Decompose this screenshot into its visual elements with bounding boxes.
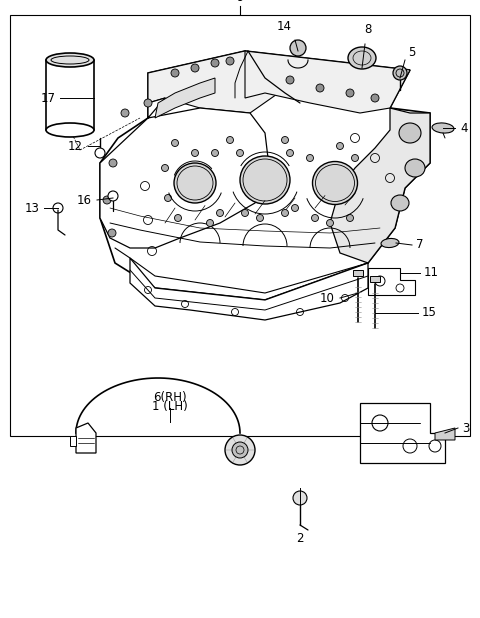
Ellipse shape	[391, 195, 409, 211]
Ellipse shape	[399, 123, 421, 143]
Ellipse shape	[174, 163, 216, 203]
Polygon shape	[100, 98, 268, 248]
Ellipse shape	[46, 123, 94, 137]
Polygon shape	[100, 51, 430, 300]
Polygon shape	[245, 51, 410, 113]
Circle shape	[226, 57, 234, 65]
Circle shape	[171, 140, 179, 146]
Circle shape	[161, 164, 168, 172]
Polygon shape	[435, 428, 455, 440]
Text: 12: 12	[68, 140, 83, 153]
Circle shape	[307, 154, 313, 161]
Text: 13: 13	[25, 201, 40, 214]
Ellipse shape	[46, 53, 94, 67]
Bar	[10, 15, 470, 436]
Polygon shape	[70, 436, 76, 446]
Circle shape	[347, 214, 353, 221]
Circle shape	[227, 137, 233, 143]
Text: 16: 16	[77, 193, 92, 206]
Text: 2: 2	[296, 531, 304, 544]
Circle shape	[108, 191, 118, 201]
Circle shape	[175, 214, 181, 221]
Circle shape	[256, 214, 264, 221]
Circle shape	[287, 150, 293, 156]
Circle shape	[312, 214, 319, 221]
Polygon shape	[155, 78, 215, 118]
Polygon shape	[370, 276, 380, 282]
Circle shape	[232, 442, 248, 458]
Text: 17: 17	[41, 91, 56, 104]
Circle shape	[103, 196, 111, 204]
Text: 8: 8	[364, 23, 372, 36]
Circle shape	[206, 219, 214, 227]
Circle shape	[108, 229, 116, 237]
Text: 1 (LH): 1 (LH)	[152, 400, 188, 413]
Circle shape	[171, 69, 179, 77]
Circle shape	[281, 137, 288, 143]
Circle shape	[326, 219, 334, 227]
Ellipse shape	[348, 47, 376, 69]
Circle shape	[237, 150, 243, 156]
Ellipse shape	[405, 159, 425, 177]
Polygon shape	[353, 270, 363, 276]
Text: 6(RH): 6(RH)	[153, 391, 187, 404]
Circle shape	[351, 154, 359, 161]
Circle shape	[316, 84, 324, 92]
Circle shape	[293, 491, 307, 505]
Text: 14: 14	[277, 20, 292, 33]
Circle shape	[225, 435, 255, 465]
Text: 7: 7	[416, 239, 423, 252]
Ellipse shape	[240, 156, 290, 204]
Polygon shape	[330, 108, 430, 263]
Polygon shape	[368, 268, 415, 295]
Circle shape	[286, 76, 294, 84]
Polygon shape	[130, 258, 368, 320]
Circle shape	[291, 205, 299, 211]
Text: 4: 4	[460, 122, 468, 135]
Circle shape	[109, 159, 117, 167]
Circle shape	[216, 210, 224, 216]
Ellipse shape	[432, 123, 454, 133]
Circle shape	[346, 89, 354, 97]
Circle shape	[121, 109, 129, 117]
Text: 15: 15	[422, 307, 437, 320]
Text: 10: 10	[320, 292, 335, 305]
Polygon shape	[76, 423, 96, 453]
Circle shape	[191, 64, 199, 72]
Circle shape	[290, 40, 306, 56]
Text: 11: 11	[424, 266, 439, 279]
Ellipse shape	[381, 239, 399, 248]
Circle shape	[212, 150, 218, 156]
Text: 5: 5	[408, 46, 415, 59]
Circle shape	[211, 59, 219, 67]
Polygon shape	[360, 403, 445, 463]
Circle shape	[192, 150, 199, 156]
Circle shape	[95, 148, 105, 158]
Circle shape	[336, 143, 344, 150]
Circle shape	[165, 195, 171, 201]
Circle shape	[371, 94, 379, 102]
Circle shape	[241, 210, 249, 216]
Text: 9: 9	[236, 0, 244, 4]
Circle shape	[393, 66, 407, 80]
Ellipse shape	[312, 161, 358, 205]
Text: 3: 3	[462, 421, 469, 434]
Circle shape	[144, 99, 152, 107]
Circle shape	[281, 210, 288, 216]
Polygon shape	[148, 51, 300, 113]
